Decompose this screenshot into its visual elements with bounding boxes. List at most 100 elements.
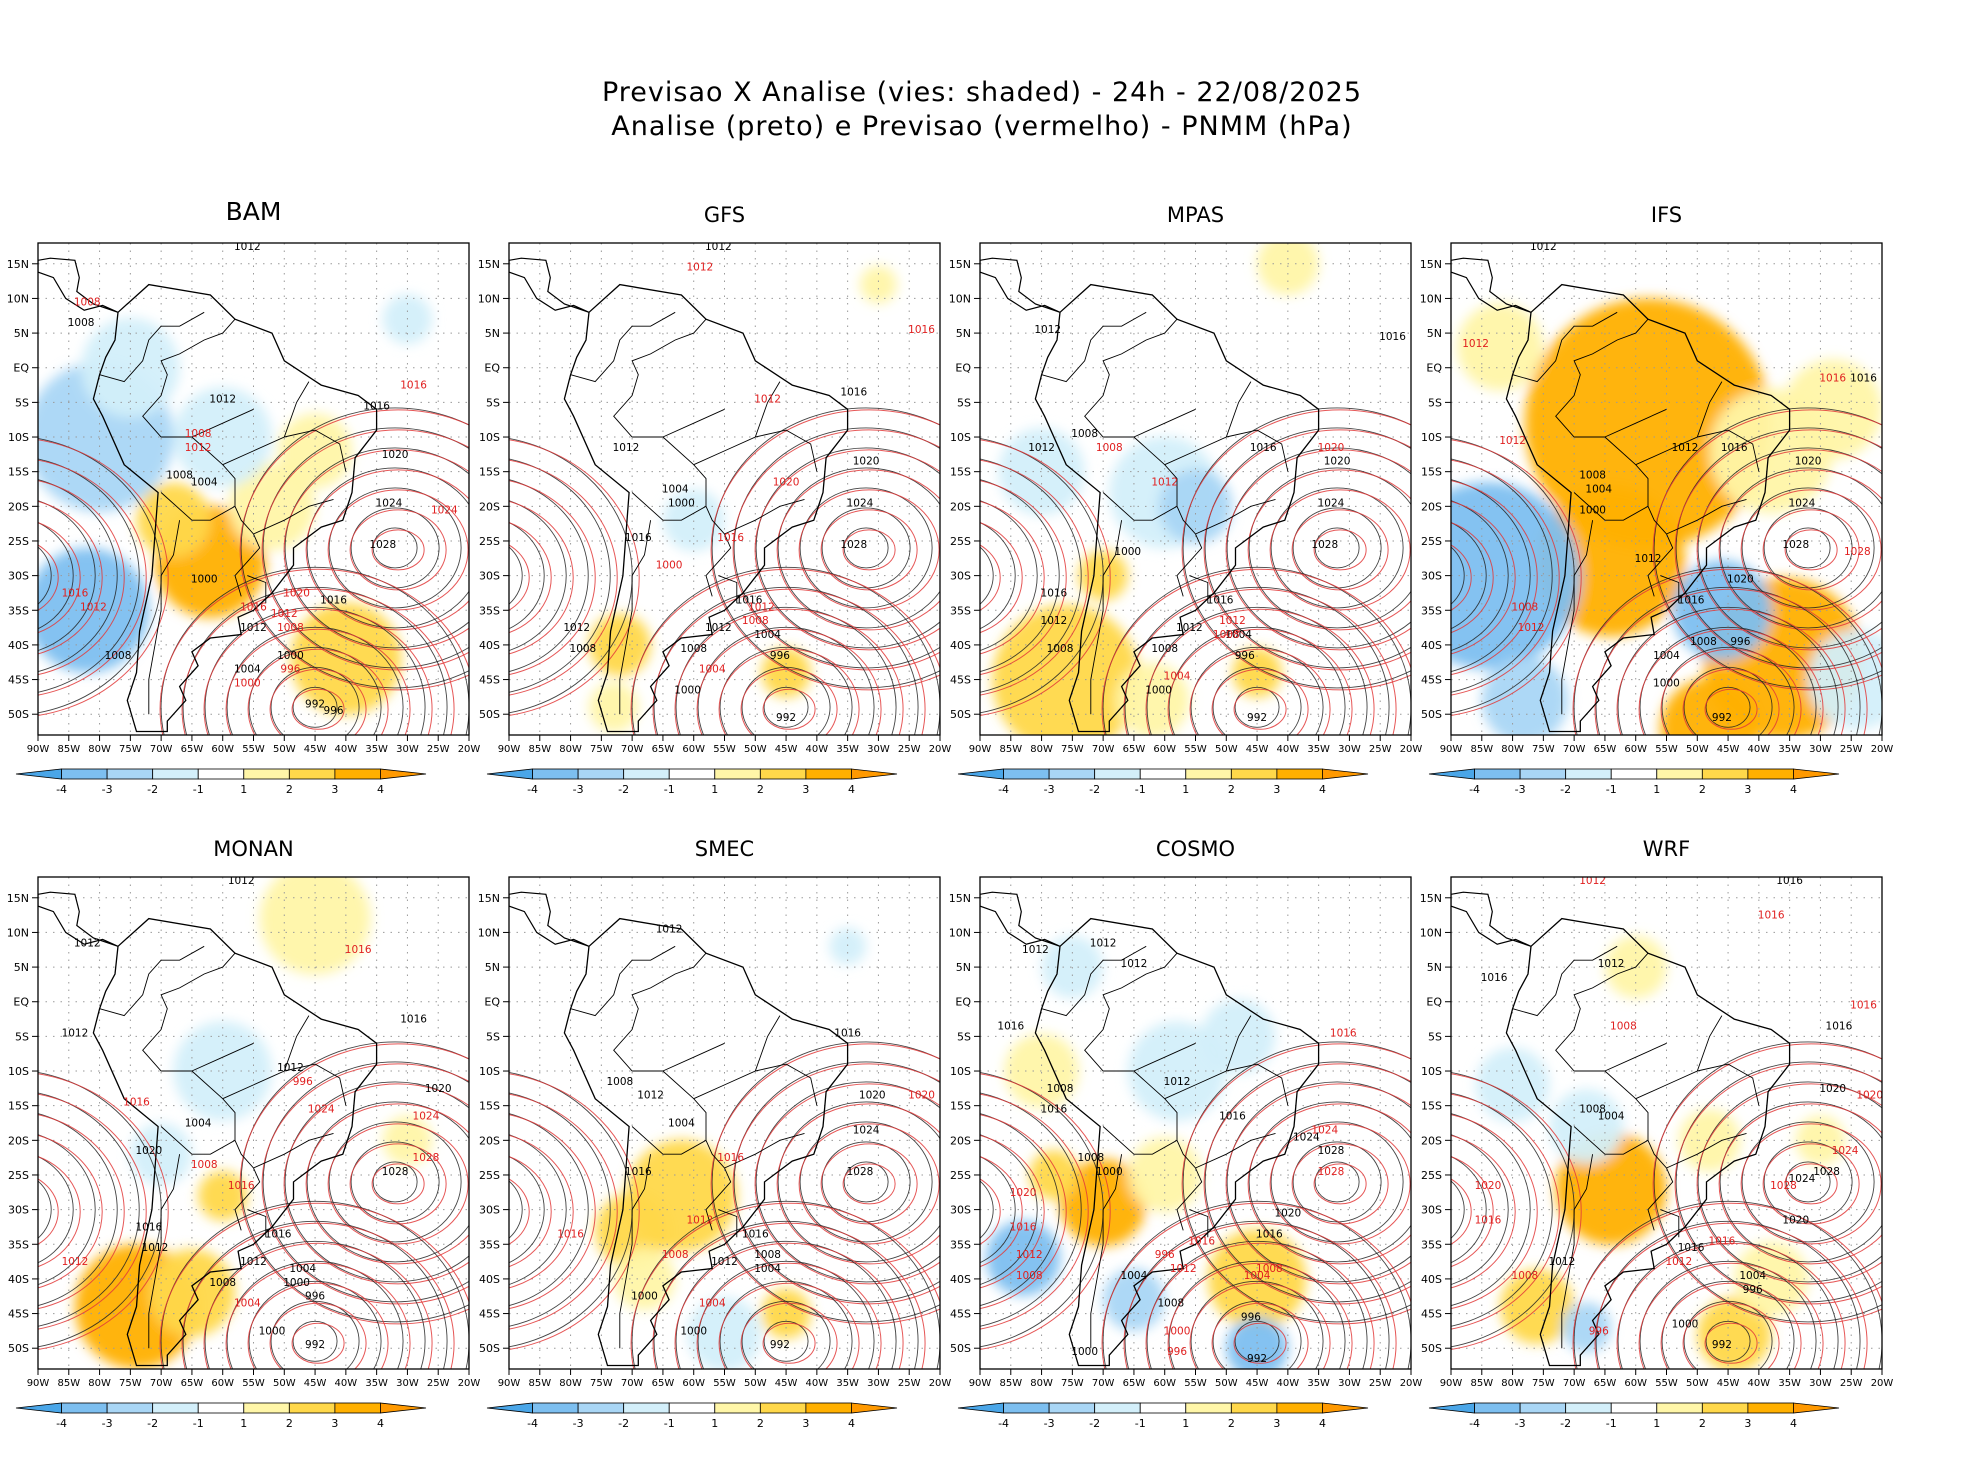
label-analysis: 1020 <box>1819 1083 1846 1095</box>
label-analysis: 1012 <box>1530 241 1557 253</box>
central-america-coastline <box>1451 257 1532 313</box>
label-analysis: 1028 <box>382 1166 409 1178</box>
lon-tick-label: 40W <box>335 744 358 755</box>
label-forecast: 1012 <box>80 601 107 613</box>
label-analysis: 1012 <box>240 622 267 634</box>
lon-tick-label: 60W <box>211 744 234 755</box>
panel-title-wrf: WRF <box>1642 837 1691 861</box>
lat-tick-label: 25S <box>1421 1169 1442 1182</box>
lat-tick-label: 40S <box>479 1273 500 1286</box>
lon-tick-label: 20W <box>458 744 481 755</box>
lat-tick-label: 35S <box>479 1238 500 1251</box>
colorbar-segment-2 <box>1519 1402 1567 1414</box>
label-forecast: 1012 <box>687 262 714 274</box>
colorbar-segment-4 <box>1139 1402 1187 1414</box>
colorbar-segment-4 <box>197 1402 245 1414</box>
lat-tick-label: 30S <box>479 1204 500 1217</box>
label-forecast: 1016 <box>345 944 372 956</box>
lat-tick-label: 15S <box>1421 466 1442 479</box>
colorbar-segment-8 <box>380 768 427 780</box>
label-analysis: 1024 <box>376 497 403 509</box>
label-analysis: 1012 <box>228 875 255 887</box>
label-analysis: 1008 <box>570 643 597 655</box>
colorbar-label: 1 <box>1182 1417 1189 1430</box>
label-analysis: 1012 <box>1164 1076 1191 1088</box>
label-forecast: 1008 <box>1096 442 1123 454</box>
label-analysis: 1012 <box>142 1242 169 1254</box>
country-border-2 <box>705 506 732 597</box>
label-forecast: 1008 <box>742 615 769 627</box>
label-forecast: 1016 <box>1709 1235 1736 1247</box>
label-analysis: 1016 <box>1250 442 1277 454</box>
colorbar-label: 3 <box>1744 783 1751 796</box>
label-forecast: 1012 <box>62 1256 89 1268</box>
lon-tick-label: 90W <box>27 744 50 755</box>
lat-tick-label: 25S <box>479 535 500 548</box>
colorbar-label: 3 <box>1273 1417 1280 1430</box>
colorbar-segment-2 <box>1048 768 1096 780</box>
bias-blob-7 <box>1475 1047 1550 1123</box>
colorbar-segment-4 <box>1610 1402 1658 1414</box>
country-border-0 <box>1555 952 1649 1155</box>
country-border-0 <box>1084 318 1178 521</box>
map-wrf: 1016101610121016102010241028102010161012… <box>1420 876 1893 1430</box>
label-analysis: 1004 <box>754 1263 781 1275</box>
lat-tick-label: 10N <box>7 292 29 305</box>
label-analysis: 1004 <box>1598 1111 1625 1123</box>
country-border-4 <box>1189 1209 1209 1238</box>
lat-tick-label: 5N <box>1427 327 1442 340</box>
colorbar-label: -4 <box>527 783 538 796</box>
colorbar: -4 -3 -2 -1 1 2 3 4 <box>957 768 1369 796</box>
central-america-coastline <box>509 891 590 947</box>
label-analysis: 1016 <box>834 1027 861 1039</box>
lon-tick-label: 40W <box>806 744 829 755</box>
lat-tick-label: EQ <box>1426 362 1442 375</box>
colorbar-segment-3 <box>1565 1402 1612 1414</box>
lon-tick-label: 65W <box>1123 1378 1146 1389</box>
lat-tick-label: 35S <box>1421 604 1442 617</box>
label-analysis: 1012 <box>637 1090 664 1102</box>
bias-blob-2 <box>259 877 371 975</box>
lon-tick-label: 75W <box>1061 744 1084 755</box>
country-border-7 <box>1133 408 1196 438</box>
lat-tick-label: 5S <box>957 1030 971 1043</box>
label-forecast: 1012 <box>1499 435 1526 447</box>
lon-tick-label: 80W <box>1501 744 1524 755</box>
country-border-5 <box>1697 1063 1760 1106</box>
south-america-coastline <box>92 283 378 733</box>
label-analysis: 996 <box>324 705 344 717</box>
country-border-3 <box>1041 945 1147 1017</box>
label-forecast: 1012 <box>1016 1249 1043 1261</box>
colorbar-segment-0 <box>486 1402 533 1414</box>
country-border-0 <box>613 952 707 1155</box>
colorbar-label: 1 <box>711 1417 718 1430</box>
colorbar-segment-6 <box>1230 768 1278 780</box>
contour-labels: 1012 1008 1012 1016 1020 1024 1028 1016 1012 1008… <box>62 243 458 717</box>
colorbar-segment-1 <box>61 768 108 780</box>
south-america-coastline <box>1034 283 1320 733</box>
label-forecast: 1008 <box>277 622 304 634</box>
lat-tick-label: 10N <box>7 926 29 939</box>
colorbar: -4 -3 -2 -1 1 2 3 4 <box>1428 768 1840 796</box>
colorbar-segment-0 <box>1428 1402 1475 1414</box>
bias-blob-4 <box>829 927 867 966</box>
isobars <box>509 407 940 735</box>
label-analysis: 1004 <box>1225 629 1252 641</box>
lat-tick-label: 45S <box>950 674 971 687</box>
label-analysis: 996 <box>1241 1311 1261 1323</box>
lat-tick-label: 25S <box>950 1169 971 1182</box>
label-analysis: 1000 <box>674 684 701 696</box>
figure-title: Previsao X Analise (vies: shaded) - 24h … <box>0 76 1964 144</box>
colorbar-segment-3 <box>152 768 199 780</box>
isobars <box>509 1041 940 1369</box>
label-analysis: 1000 <box>1096 1166 1123 1178</box>
bias-blob-6 <box>198 1170 248 1221</box>
lat-tick-label: 50S <box>1421 708 1442 721</box>
label-analysis: 1004 <box>1739 1270 1766 1282</box>
lon-tick-label: 70W <box>150 744 173 755</box>
lat-tick-label: 20S <box>1421 1134 1442 1147</box>
label-analysis: 1012 <box>1598 958 1625 970</box>
colorbar-label: 3 <box>802 1417 809 1430</box>
lon-tick-label: 70W <box>1563 744 1586 755</box>
colorbar-label: -4 <box>998 1417 1009 1430</box>
